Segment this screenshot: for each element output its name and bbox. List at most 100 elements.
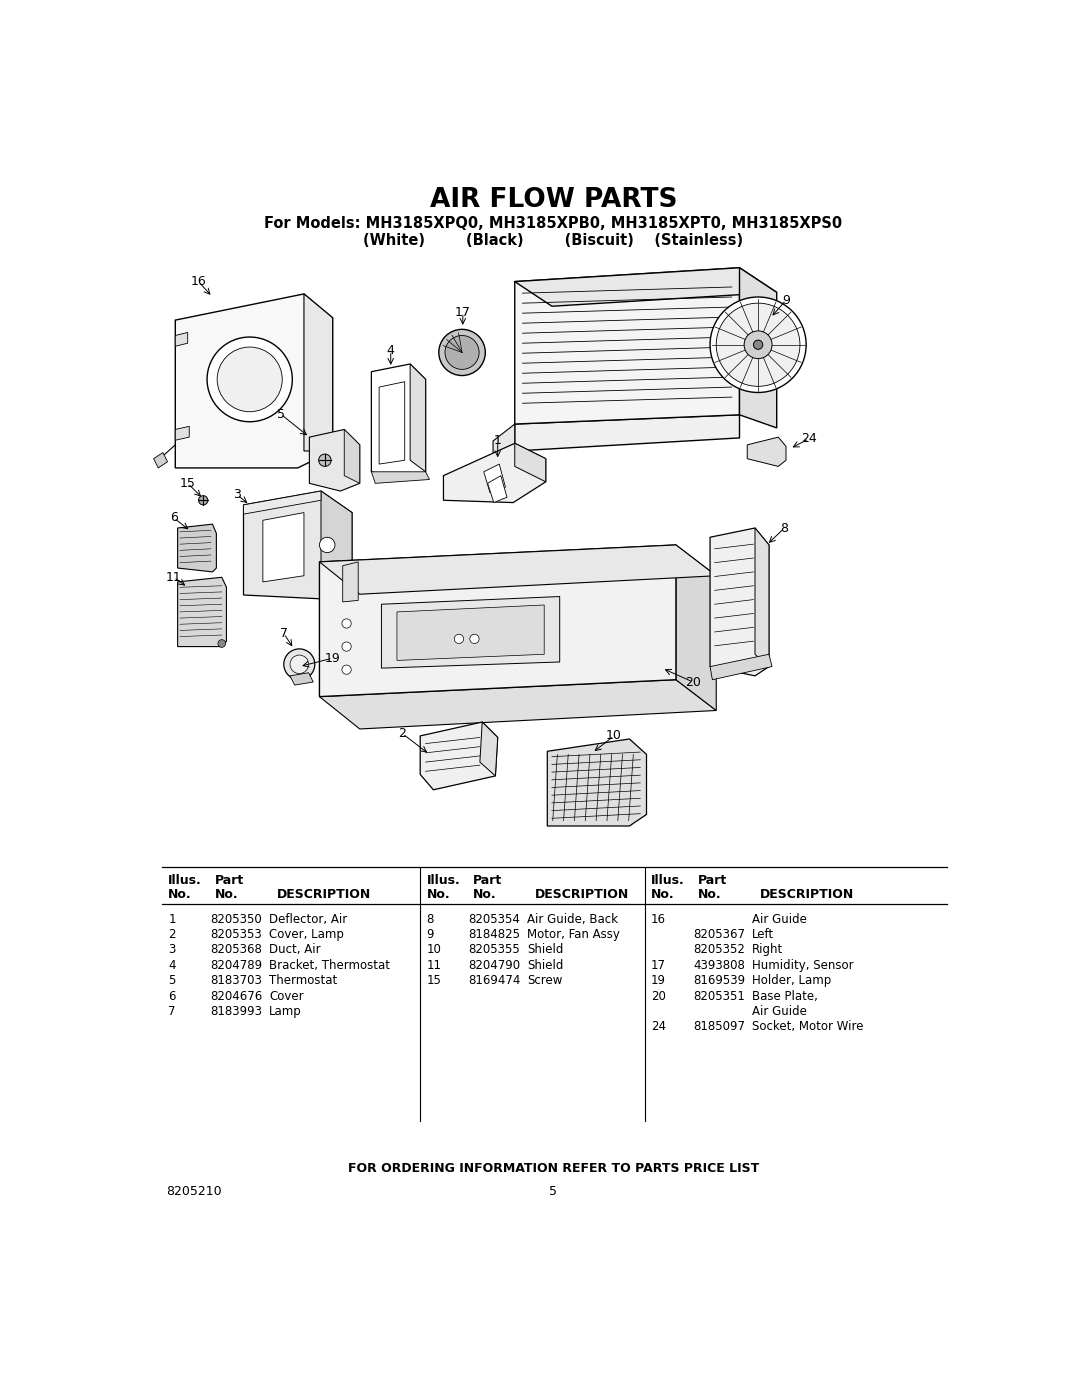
Polygon shape [153, 453, 167, 468]
Polygon shape [484, 464, 505, 493]
Circle shape [342, 665, 351, 675]
Text: 8205350: 8205350 [211, 912, 262, 926]
Text: 3: 3 [168, 943, 176, 957]
Circle shape [319, 454, 332, 467]
Text: 3: 3 [233, 489, 241, 502]
Text: Cover: Cover [269, 989, 303, 1003]
Text: 9: 9 [782, 293, 789, 306]
Circle shape [710, 298, 806, 393]
Text: No.: No. [168, 888, 192, 901]
Text: No.: No. [215, 888, 239, 901]
Polygon shape [320, 545, 676, 697]
Text: 10: 10 [427, 943, 442, 957]
Text: 17: 17 [651, 958, 666, 972]
Circle shape [320, 538, 335, 553]
Text: Socket, Motor Wire: Socket, Motor Wire [752, 1020, 863, 1034]
Text: No.: No. [427, 888, 450, 901]
Text: DESCRIPTION: DESCRIPTION [535, 888, 630, 901]
Circle shape [217, 346, 282, 412]
Text: 8: 8 [427, 912, 434, 926]
Polygon shape [515, 443, 545, 482]
Text: 9: 9 [427, 928, 434, 942]
Text: Illus.: Illus. [651, 875, 685, 887]
Polygon shape [710, 528, 769, 676]
Text: Screw: Screw [527, 974, 563, 988]
Text: FOR ORDERING INFORMATION REFER TO PARTS PRICE LIST: FOR ORDERING INFORMATION REFER TO PARTS … [348, 1162, 759, 1175]
Text: Illus.: Illus. [427, 875, 460, 887]
Circle shape [445, 335, 480, 369]
Text: 11: 11 [166, 571, 181, 584]
Polygon shape [175, 332, 188, 346]
Circle shape [754, 339, 762, 349]
Polygon shape [175, 293, 333, 468]
Text: Shield: Shield [527, 958, 564, 972]
Polygon shape [243, 490, 352, 599]
Polygon shape [515, 268, 777, 306]
Text: Air Guide: Air Guide [752, 1004, 807, 1018]
Text: AIR FLOW PARTS: AIR FLOW PARTS [430, 187, 677, 212]
Polygon shape [321, 490, 352, 584]
Polygon shape [740, 268, 777, 427]
Text: 8185097: 8185097 [693, 1020, 745, 1034]
Circle shape [218, 640, 226, 647]
Polygon shape [515, 415, 740, 451]
Polygon shape [515, 268, 740, 425]
Text: 8: 8 [781, 521, 788, 535]
Text: 6: 6 [168, 989, 176, 1003]
Polygon shape [262, 513, 303, 583]
Text: 24: 24 [651, 1020, 666, 1034]
Text: 2: 2 [399, 726, 406, 740]
Text: Left: Left [752, 928, 774, 942]
Text: 8204676: 8204676 [211, 989, 262, 1003]
Text: 8169474: 8169474 [469, 974, 521, 988]
Polygon shape [303, 293, 333, 451]
Text: 7: 7 [168, 1004, 176, 1018]
Circle shape [342, 619, 351, 629]
Text: 15: 15 [179, 476, 195, 490]
Text: 8204789: 8204789 [211, 958, 262, 972]
Circle shape [199, 496, 207, 504]
Text: Part: Part [215, 875, 244, 887]
Text: 11: 11 [427, 958, 442, 972]
Text: 5: 5 [550, 1185, 557, 1199]
Text: Lamp: Lamp [269, 1004, 301, 1018]
Text: Bracket, Thermostat: Bracket, Thermostat [269, 958, 390, 972]
Text: 24: 24 [801, 432, 818, 446]
Polygon shape [372, 472, 430, 483]
Text: 8205367: 8205367 [693, 928, 745, 942]
Text: 4: 4 [387, 345, 394, 358]
Circle shape [716, 303, 800, 387]
Polygon shape [379, 381, 405, 464]
Polygon shape [420, 722, 498, 789]
Polygon shape [342, 562, 359, 602]
Text: 8205355: 8205355 [469, 943, 519, 957]
Polygon shape [710, 654, 772, 680]
Text: (White)        (Black)        (Biscuit)    (Stainless): (White) (Black) (Biscuit) (Stainless) [364, 233, 743, 249]
Text: 17: 17 [455, 306, 471, 319]
Polygon shape [381, 597, 559, 668]
Text: 8205354: 8205354 [469, 912, 521, 926]
Text: Part: Part [473, 875, 502, 887]
Text: For Models: MH3185XPQ0, MH3185XPB0, MH3185XPT0, MH3185XPS0: For Models: MH3185XPQ0, MH3185XPB0, MH31… [265, 215, 842, 231]
Text: 8183703: 8183703 [211, 974, 262, 988]
Text: 8205368: 8205368 [211, 943, 262, 957]
Text: 2: 2 [168, 928, 176, 942]
Text: 4: 4 [168, 958, 176, 972]
Text: 8205351: 8205351 [693, 989, 745, 1003]
Circle shape [470, 634, 480, 644]
Polygon shape [291, 673, 313, 685]
Text: 8205353: 8205353 [211, 928, 262, 942]
Text: Motor, Fan Assy: Motor, Fan Assy [527, 928, 620, 942]
Text: 16: 16 [651, 912, 666, 926]
Text: DESCRIPTION: DESCRIPTION [276, 888, 372, 901]
Text: 5: 5 [276, 408, 285, 420]
Polygon shape [309, 429, 360, 490]
Text: 7: 7 [280, 627, 287, 640]
Polygon shape [177, 577, 227, 647]
Polygon shape [320, 680, 716, 729]
Polygon shape [494, 425, 515, 462]
Polygon shape [488, 475, 507, 503]
Text: 8184825: 8184825 [469, 928, 521, 942]
Text: Right: Right [752, 943, 783, 957]
Text: 1: 1 [494, 434, 501, 447]
